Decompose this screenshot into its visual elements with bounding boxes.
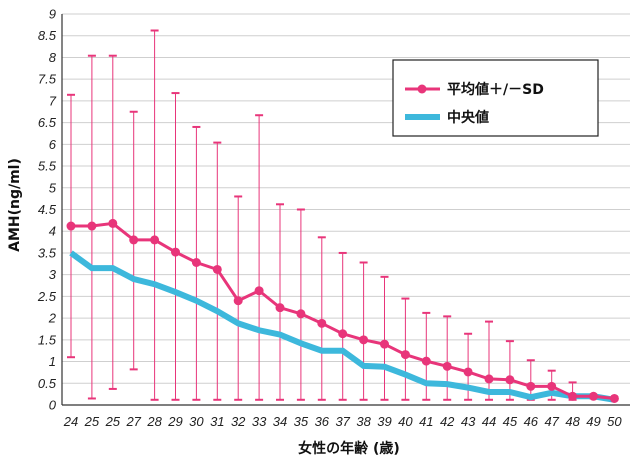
y-tick-label: 2.5 [37,289,57,304]
mean-point [66,221,76,231]
mean-point [421,356,431,366]
mean-point [609,393,619,403]
mean-point [296,309,306,319]
mean-point [589,391,598,401]
mean-point [338,329,348,339]
mean-point [129,235,139,245]
mean-point [87,221,97,231]
x-tick-label: 47 [544,414,559,429]
x-tick-label: 49 [586,414,600,429]
x-tick-label: 34 [273,414,287,429]
x-tick-label: 46 [524,414,539,429]
mean-point [442,361,452,371]
mean-point [568,391,578,401]
legend-box [392,59,599,137]
y-tick-label: 3 [49,267,57,282]
x-tick-label: 43 [461,414,476,429]
mean-point [463,367,473,377]
y-tick-label: 2 [48,311,57,326]
x-tick-label: 45 [503,414,518,429]
axes: 0 0.5 1 1.5 2 2.5 3 3.5 4 4.5 5 5.5 6 6.5 7 7.5 8 8.5 9 24 2… [37,7,630,429]
x-tick-label: 30 [189,414,204,429]
y-tick-label: 8 [49,50,57,65]
mean-point [380,339,389,349]
x-tick-label: 25 [84,414,100,429]
median-series [69,250,615,403]
legend-mean-marker [417,84,427,94]
y-tick-label: 4 [49,224,56,239]
x-tick-label: 41 [419,414,433,429]
y-tick-label: 0 [49,398,57,413]
y-tick-label: 0.5 [38,376,57,391]
x-tick-label: 44 [482,414,496,429]
x-axis-title: 女性の年齢 (歳) [298,440,400,457]
y-tick-label: 1.5 [38,332,57,347]
y-tick-label: 8.5 [38,28,57,43]
x-tick-label: 38 [356,414,371,429]
x-tick-label: 48 [565,414,580,429]
x-tick-label: 28 [146,414,162,429]
legend-median-label: 中央値 [447,109,489,126]
mean-point [212,264,222,274]
x-tick-label: 31 [210,414,224,429]
mean-point [171,247,180,257]
y-tick-label: 6.5 [38,115,57,130]
y-tick-label: 7.5 [38,72,57,87]
x-tick-label: 32 [231,414,246,429]
y-tick-label: 6 [49,137,57,152]
legend: 平均値＋/－SD 中央値 [392,59,599,137]
mean-point [317,318,327,328]
x-tick-label: 35 [294,414,309,429]
y-tick-label: 5.5 [38,159,57,174]
legend-mean-label: 平均値＋/－SD [447,81,544,98]
y-tick-label: 7 [49,93,57,108]
y-axis-title: AMH(ng/ml) [7,158,23,252]
mean-point [359,335,369,345]
mean-point [233,296,243,306]
mean-point [191,258,201,268]
mean-point [400,350,410,360]
x-tick-label: 40 [398,414,413,429]
y-tick-label: 1 [49,354,56,369]
mean-series [66,218,619,403]
mean-point [108,218,118,228]
x-tick-label: 24 [63,414,78,429]
median-line [69,250,615,403]
y-tick-label: 5 [49,180,57,195]
y-tick-label: 3.5 [38,245,57,260]
x-tick-label: 42 [440,414,455,429]
x-tick-label: 50 [607,414,622,429]
mean-point [526,381,536,391]
x-tick-label: 29 [167,414,182,429]
x-tick-label: 27 [125,414,141,429]
mean-point [505,375,515,385]
x-tick-label: 37 [335,414,350,429]
x-tick-label: 25 [105,414,121,429]
mean-point [150,235,160,245]
y-tick-label: 4.5 [38,202,57,217]
y-tick-label: 9 [49,7,56,22]
mean-point [484,374,494,384]
mean-point [275,303,285,313]
x-tick-label: 33 [252,414,267,429]
mean-point [547,381,557,391]
x-tick-label: 36 [315,414,330,429]
x-tick-label: 39 [377,414,391,429]
mean-point [254,286,264,296]
